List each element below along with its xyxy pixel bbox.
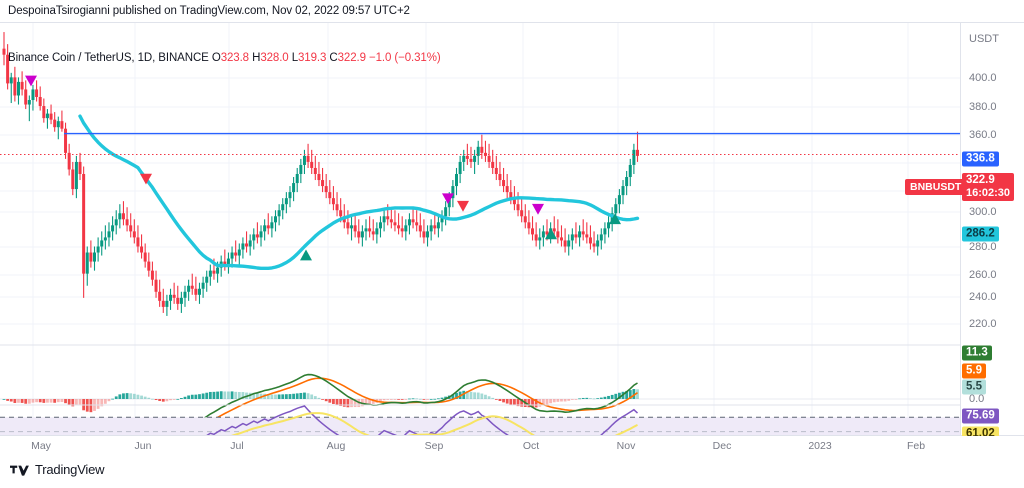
price-tick-label: 280.0 (969, 241, 997, 253)
time-tick-label: Feb (906, 440, 926, 452)
moving-average-tag[interactable]: 286.2 (962, 226, 999, 242)
chart-frame: USDT 400.0380.0360.0340.0320.0300.0280.0… (0, 22, 1024, 442)
price-tick-label: 260.0 (969, 269, 997, 281)
sell-marker (140, 173, 152, 185)
price-axis[interactable]: USDT 400.0380.0360.0340.0320.0300.0280.0… (960, 23, 1024, 442)
price-tick-label: 380.0 (969, 101, 997, 113)
price-tick-label: 220.0 (969, 318, 997, 330)
time-tick-label: Nov (616, 440, 636, 452)
last-price-tag[interactable]: 322.9 16:02:30 (962, 173, 1015, 201)
macd-line-tag[interactable]: 11.3 (962, 345, 992, 361)
candlestick-series (2, 32, 639, 316)
legend-high-label: H (252, 52, 261, 64)
legend-change: −1.0 (−0.31%) (369, 52, 441, 64)
buy-marker (545, 228, 557, 240)
moving-average-line (78, 114, 640, 270)
time-axis[interactable]: May Jun Jul Aug Sep Oct Nov Dec 2023 Feb (0, 436, 1024, 458)
time-tick-label: Aug (326, 440, 346, 452)
price-axis-unit: USDT (969, 33, 999, 45)
chart-legend[interactable]: Binance Coin / TetherUS, 1D, BINANCE O32… (8, 52, 441, 64)
rsi-band (0, 417, 960, 435)
time-tick-label: Sep (424, 440, 444, 452)
time-tick-label: Oct (522, 440, 540, 452)
rsi-line-tag[interactable]: 75.69 (962, 408, 999, 424)
macd-histogram-tag[interactable]: 5.5 (962, 379, 986, 395)
legend-open-value: 323.8 (220, 52, 249, 64)
last-price-tag-subvalue: 16:02:30 (966, 187, 1011, 199)
buy-marker (609, 213, 621, 225)
price-plot-svg (0, 23, 960, 435)
sell-marker (532, 203, 544, 215)
price-tick-label: 300.0 (969, 206, 997, 218)
legend-low-value: 319.3 (298, 52, 327, 64)
time-tick-label: Jun (134, 440, 152, 452)
macd-signal-tag[interactable]: 5.9 (962, 363, 986, 379)
price-tick-label: 240.0 (969, 291, 997, 303)
price-tick-label: 400.0 (969, 72, 997, 84)
buy-marker (300, 249, 312, 261)
sell-marker (442, 193, 454, 205)
legend-symbol: Binance Coin / TetherUS, 1D, BINANCE (8, 52, 209, 64)
legend-close-value: 322.9 (337, 52, 366, 64)
plot-area[interactable] (0, 23, 960, 435)
tradingview-brand: TradingView (35, 462, 105, 477)
attribution-text: DespoinaTsirogianni published on Trading… (8, 5, 410, 17)
series-badge[interactable]: BNBUSDT (905, 179, 967, 195)
time-tick-label: May (31, 440, 51, 452)
legend-open-label: O (211, 52, 221, 64)
sell-marker (457, 200, 469, 212)
resistance-level-tag-value: 336.8 (966, 152, 995, 165)
resistance-level-tag[interactable]: 336.8 (962, 151, 999, 167)
tradingview-footer: TradingView (10, 462, 105, 477)
moving-average-tag-value: 286.2 (966, 227, 995, 240)
price-tick-label: 360.0 (969, 129, 997, 141)
macd-histogram (2, 389, 639, 413)
macd-zero-label: 0.0 (969, 393, 985, 405)
legend-high-value: 328.0 (260, 52, 289, 64)
legend-low-label: L (291, 52, 298, 64)
tradingview-logo-icon (10, 463, 30, 476)
last-price-tag-value: 322.9 (966, 174, 995, 186)
legend-close-label: C (329, 52, 338, 64)
time-tick-label: Jul (230, 440, 244, 452)
rsi-ma-line (231, 412, 638, 435)
time-tick-label: 2023 (808, 440, 832, 452)
time-tick-label: Dec (712, 440, 732, 452)
sell-marker (25, 75, 37, 87)
